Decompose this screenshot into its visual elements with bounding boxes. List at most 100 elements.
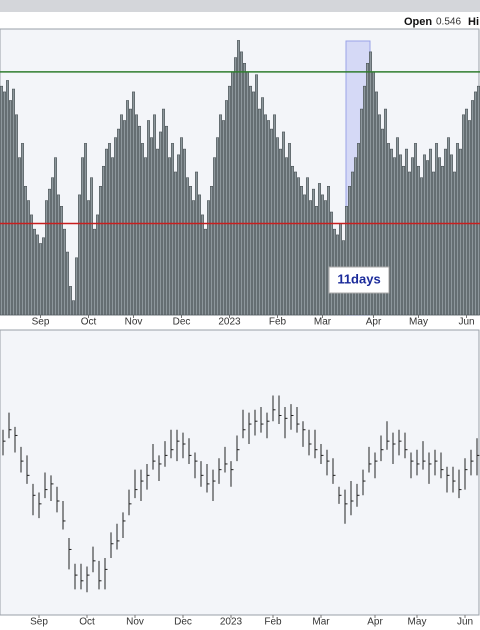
bar (249, 85, 253, 316)
bar (192, 200, 196, 316)
bar (126, 100, 130, 316)
bar (404, 148, 408, 316)
bar (111, 157, 115, 316)
bar (219, 114, 223, 316)
bar (359, 108, 363, 316)
x-tick-label: Nov (125, 317, 143, 328)
bar (153, 114, 157, 316)
bar (198, 194, 202, 316)
bar (368, 51, 372, 316)
bar (416, 165, 420, 316)
bar (269, 128, 273, 316)
x-tick-label: Feb (264, 617, 282, 628)
bar (108, 143, 112, 316)
bar (449, 154, 453, 316)
bar (2, 91, 7, 316)
bar (53, 157, 57, 316)
bar (386, 143, 390, 316)
x-tick-label: Feb (269, 317, 287, 328)
bar (189, 186, 193, 316)
bar (177, 154, 181, 316)
bar (138, 125, 142, 316)
bar (150, 137, 154, 316)
bar (290, 165, 294, 316)
bar (96, 214, 100, 316)
bar (252, 91, 256, 316)
x-tick-label: Nov (126, 617, 144, 628)
bar (62, 228, 66, 316)
bar (287, 143, 291, 316)
bar (129, 108, 133, 316)
bar (35, 234, 39, 316)
bar (452, 171, 456, 316)
bar (132, 91, 136, 316)
bar (437, 157, 441, 316)
bar (350, 171, 354, 316)
bar (311, 188, 315, 316)
bar (413, 143, 417, 316)
bar (114, 137, 118, 316)
bar (317, 183, 321, 316)
bar (162, 108, 166, 316)
bar (266, 120, 270, 316)
bar (56, 194, 60, 316)
bar (26, 200, 30, 316)
bar (201, 214, 205, 316)
bar (17, 157, 21, 316)
bar (120, 114, 124, 316)
bar (329, 211, 333, 316)
bar (156, 148, 160, 316)
bar (305, 177, 309, 316)
bar (135, 114, 139, 316)
bar (383, 108, 387, 316)
bar (147, 120, 151, 316)
bar (344, 206, 348, 316)
bar (117, 128, 121, 316)
bar (102, 165, 106, 316)
bar (222, 120, 226, 316)
x-tick-label: May (409, 317, 428, 328)
top-chart: Sep Oct Nov Dec 2023 Feb Mar Apr May Jun (0, 40, 480, 328)
bar (72, 300, 76, 316)
bar (246, 71, 250, 316)
bar (204, 228, 208, 316)
bar (440, 165, 444, 316)
bar (171, 143, 175, 316)
x-tick-label: Oct (79, 617, 95, 628)
bar (228, 85, 232, 316)
x-tick-label: Apr (366, 317, 382, 328)
bar (81, 157, 85, 316)
bar (434, 143, 438, 316)
x-tick-label: Apr (367, 617, 383, 628)
bar (213, 157, 217, 316)
bar (165, 125, 169, 316)
bar (410, 157, 414, 316)
bar (84, 143, 88, 316)
bar (284, 157, 288, 316)
bar (141, 143, 145, 316)
bar (446, 137, 450, 316)
bar (389, 148, 393, 316)
bar (78, 194, 82, 316)
bar (12, 88, 16, 316)
bar (362, 85, 366, 316)
bar (105, 148, 109, 316)
bar (69, 286, 73, 316)
bar (66, 251, 70, 316)
bar (353, 157, 357, 316)
bar (255, 74, 259, 316)
x-tick-label: Dec (173, 317, 191, 328)
bar (395, 137, 399, 316)
x-tick-label: Sep (32, 317, 50, 328)
bar (419, 177, 423, 316)
bar (275, 137, 279, 316)
bar (29, 214, 33, 316)
bar (422, 154, 426, 316)
x-tick-label: Sep (30, 617, 48, 628)
x-tick-label: Mar (314, 317, 332, 328)
bar (207, 200, 211, 316)
bar (186, 177, 190, 316)
bar (0, 85, 4, 316)
bar (377, 114, 381, 316)
